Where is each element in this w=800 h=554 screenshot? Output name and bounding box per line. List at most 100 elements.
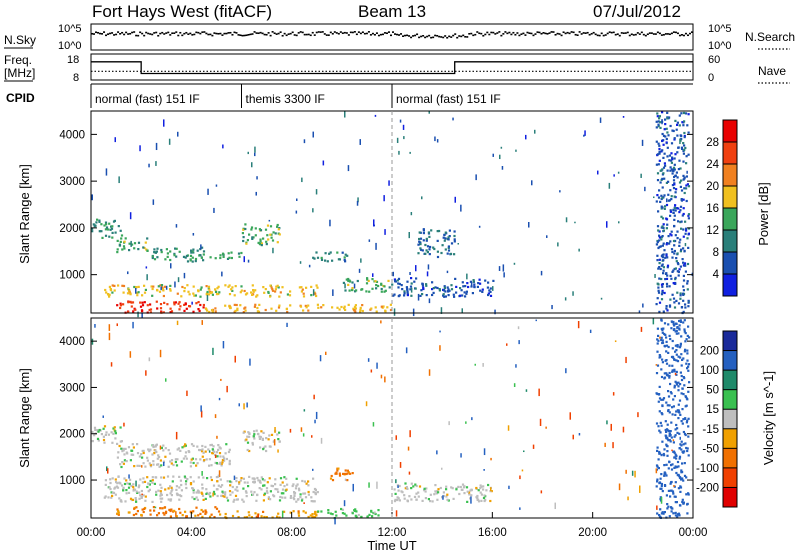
echo-cell	[665, 307, 668, 310]
echo-cell	[397, 489, 400, 492]
echo-cell	[464, 295, 467, 298]
echo-cell	[674, 350, 677, 353]
noise-sample	[516, 32, 519, 34]
echo-cell	[265, 437, 268, 440]
echo-cell	[442, 294, 445, 297]
echo-cell	[354, 310, 357, 313]
echo-streak	[578, 433, 581, 436]
echo-cell	[655, 200, 658, 203]
echo-cell	[197, 290, 200, 293]
echo-cell	[656, 465, 659, 468]
echo-cell	[276, 433, 279, 436]
echo-cell	[153, 482, 156, 485]
echo-cell	[201, 483, 204, 486]
echo-cell	[233, 294, 236, 297]
echo-cell	[141, 449, 144, 453]
echo-cell	[276, 284, 279, 287]
echo-cell	[128, 249, 131, 252]
echo-cell	[267, 238, 270, 241]
echo-cell	[310, 496, 313, 499]
echo-streak	[408, 471, 411, 475]
echo-cell	[353, 509, 357, 512]
echo-cell	[410, 498, 413, 501]
noise-sample	[670, 32, 673, 35]
noise-sample	[291, 31, 294, 34]
noise-sample	[289, 32, 292, 35]
time-tick-label: 20:00	[578, 527, 607, 539]
echo-streak	[518, 340, 520, 345]
echo-cell	[104, 221, 108, 224]
echo-streak	[352, 483, 354, 492]
echo-cell	[199, 512, 202, 515]
echo-cell	[215, 507, 219, 510]
echo-cell	[657, 289, 660, 292]
noise-sample	[564, 32, 567, 35]
noise-sample	[650, 32, 653, 34]
echo-cell	[671, 172, 674, 175]
echo-cell	[441, 496, 444, 499]
echo-cell	[208, 491, 212, 495]
noise-sample	[502, 33, 505, 35]
echo-streak	[257, 513, 259, 518]
echo-cell	[664, 118, 667, 121]
echo-cell	[681, 462, 684, 465]
echo-cell	[146, 459, 149, 462]
echo-cell	[157, 512, 160, 515]
noise-sample	[125, 31, 128, 34]
noise-sample	[540, 32, 543, 35]
echo-cell	[192, 489, 195, 492]
echo-cell	[674, 514, 677, 517]
echo-cell	[240, 289, 243, 292]
echo-cell	[164, 488, 167, 491]
echo-streak	[214, 454, 217, 459]
echo-streak	[254, 146, 256, 153]
echo-cell	[428, 253, 431, 256]
echo-streak	[116, 323, 118, 327]
echo-cell	[109, 481, 112, 485]
echo-cell	[95, 221, 98, 224]
echo-streak	[659, 336, 661, 339]
echo-streak	[148, 357, 151, 362]
noise-sample	[524, 34, 527, 36]
echo-cell	[293, 498, 296, 501]
noise-sample	[381, 33, 384, 36]
echo-cell	[142, 477, 145, 480]
noise-sample	[488, 33, 491, 36]
echo-cell	[313, 257, 316, 260]
echo-streak	[208, 450, 211, 453]
echo-streak	[610, 423, 612, 431]
echo-cell	[669, 240, 672, 243]
echo-cell	[656, 480, 659, 483]
nave-label: Nave	[758, 64, 786, 78]
echo-cell	[248, 449, 251, 453]
echo-cell	[151, 256, 154, 260]
noise-sample	[331, 32, 334, 35]
echo-cell	[102, 435, 105, 438]
echo-cell	[153, 509, 156, 512]
echo-cell	[681, 470, 684, 474]
noise-sample	[209, 33, 212, 36]
echo-cell	[198, 309, 201, 312]
echo-streak	[106, 466, 108, 472]
echo-cell	[660, 226, 663, 229]
echo-cell	[246, 448, 249, 452]
noise-sample	[211, 34, 214, 37]
echo-cell	[686, 447, 689, 450]
echo-cell	[667, 345, 670, 349]
echo-cell	[136, 464, 139, 467]
echo-cell	[426, 245, 430, 248]
echo-cell	[234, 285, 237, 288]
echo-streak	[137, 311, 139, 318]
echo-streak	[564, 297, 567, 301]
noise-sample	[123, 33, 126, 36]
echo-cell	[153, 452, 156, 455]
noise-sample	[237, 34, 240, 36]
echo-cell	[368, 513, 371, 516]
echo-cell	[665, 227, 668, 230]
echo-cell	[221, 461, 224, 464]
echo-cell	[670, 230, 673, 233]
echo-streak	[405, 347, 408, 354]
echo-cell	[217, 484, 220, 487]
echo-cell	[167, 449, 170, 452]
power-colorbar-swatch	[723, 142, 737, 164]
